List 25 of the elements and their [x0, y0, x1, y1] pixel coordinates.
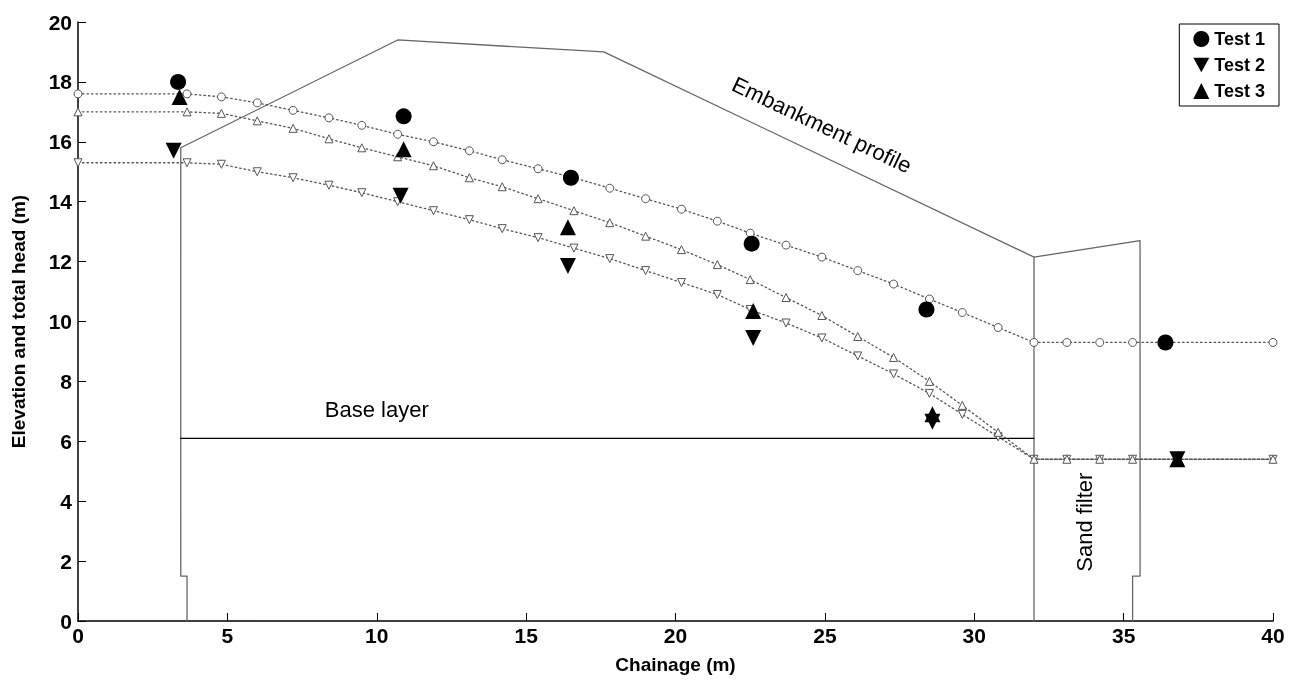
annotation: Base layer [324, 397, 429, 423]
x-tick-label: 10 [365, 624, 389, 647]
x-tick-label: 25 [813, 624, 837, 647]
legend-label: Test 2 [1214, 55, 1265, 75]
y-tick-label: 18 [48, 70, 73, 94]
y-tick-label: 14 [48, 190, 73, 214]
y-tick-label: 8 [60, 369, 73, 393]
y-tick-label: 2 [60, 549, 72, 573]
y-axis-title: Elevation and total head (m) [8, 194, 29, 449]
legend-label: Test 3 [1214, 81, 1265, 101]
x-tick-label: 5 [221, 624, 234, 647]
x-tick-label: 20 [663, 624, 688, 647]
y-tick-label: 20 [48, 10, 72, 34]
y-tick-label: 12 [48, 250, 72, 274]
y-tick-label: 4 [60, 489, 73, 513]
x-tick-label: 15 [514, 624, 539, 647]
x-tick-label: 30 [962, 624, 986, 647]
x-tick-label: 35 [1111, 624, 1136, 647]
x-axis-title: Chainage (m) [615, 654, 736, 675]
annotation: Sand filter [1072, 472, 1098, 572]
y-tick-label: 10 [48, 310, 72, 333]
legend-label: Test 1 [1214, 29, 1265, 49]
y-tick-label: 6 [60, 429, 72, 453]
x-tick-label: 40 [1261, 624, 1285, 647]
y-tick-label: 16 [48, 130, 72, 154]
